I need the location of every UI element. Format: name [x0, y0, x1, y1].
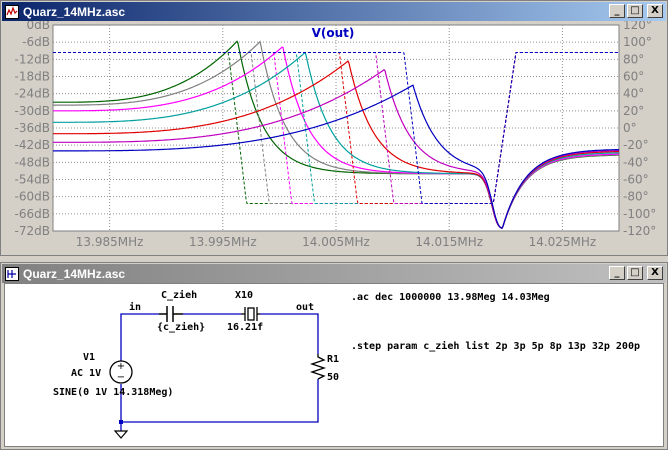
y-tick-label-right: -100° — [623, 207, 656, 221]
y-tick-label-left: -48dB — [15, 155, 50, 169]
crystal-name: X10 — [235, 290, 253, 301]
y-tick-label-left: -54dB — [15, 173, 50, 187]
x-tick-label: 13.995MHz — [189, 235, 257, 249]
y-tick-label-left: 0dB — [27, 21, 50, 32]
y-tick-label-left: -42dB — [15, 138, 50, 152]
y-tick-label-right: 100° — [623, 35, 652, 49]
y-tick-label-left: -24dB — [15, 87, 50, 101]
y-tick-label-right: 20° — [623, 104, 644, 118]
schematic-window-titlebar[interactable]: Quarz_14MHz.asc _ □ X — [2, 264, 666, 283]
net-label-in: in — [129, 301, 141, 313]
wire-in — [120, 313, 159, 361]
y-tick-label-left: -72dB — [15, 224, 50, 238]
capacitor-name: C_zieh — [161, 289, 197, 301]
svg-text:+: + — [117, 361, 125, 372]
capacitor-c-zieh[interactable] — [159, 306, 183, 322]
phase-trace[interactable] — [53, 52, 619, 204]
magnitude-trace[interactable] — [53, 84, 620, 229]
y-tick-label-left: -6dB — [22, 35, 50, 49]
plot-window: Quarz_14MHz.asc _ □ X 0dB -6dB -12dB -18dB -… — [0, 0, 668, 256]
capacitor-value: {c_zieh} — [157, 321, 205, 333]
x-tick-label: 14.025MHz — [529, 235, 597, 249]
schematic-canvas[interactable]: + − in out C_zieh {c_zieh} X10 16.21f V1… — [4, 283, 664, 447]
minimize-button[interactable]: _ — [609, 4, 625, 18]
y-tick-label-left: -18dB — [15, 70, 50, 84]
schematic-window-title: Quarz_14MHz.asc — [23, 266, 126, 281]
crystal-x10[interactable] — [241, 307, 260, 321]
x-tick-label: 14.015MHz — [415, 235, 483, 249]
maximize-button[interactable]: □ — [627, 4, 643, 18]
y-tick-label-left: -30dB — [15, 104, 50, 118]
phase-trace[interactable] — [53, 52, 619, 204]
chart-title: V(out) — [312, 26, 355, 40]
y-tick-label-right: 80° — [623, 52, 644, 66]
resistor-r1[interactable] — [309, 354, 327, 380]
bode-chart[interactable]: 0dB -6dB -12dB -18dB -24dB -30dB -36dB -42dB -48… — [5, 18, 665, 253]
waveform-icon — [5, 4, 19, 19]
waveform-plot[interactable]: 0dB -6dB -12dB -18dB -24dB -30dB -36dB -42dB -48… — [5, 18, 665, 253]
y-tick-label-left: -66dB — [15, 207, 50, 221]
y-tick-label-right: -80° — [623, 190, 649, 204]
plot-window-title: Quarz_14MHz.asc — [23, 4, 126, 19]
close-button[interactable]: X — [647, 266, 663, 280]
schematic-icon — [5, 266, 19, 281]
y-tick-label-right: -120° — [623, 224, 656, 238]
y-tick-label-right: -20° — [623, 138, 649, 152]
crystal-value: 16.21f — [227, 322, 263, 333]
plot-window-titlebar[interactable]: Quarz_14MHz.asc _ □ X — [2, 2, 666, 21]
y-tick-label-right: 0° — [623, 121, 637, 135]
minimize-button[interactable]: _ — [609, 266, 625, 280]
resistor-value: 50 — [327, 372, 339, 383]
spice-directive-ac[interactable]: .ac dec 1000000 13.98Meg 14.03Meg — [351, 292, 550, 303]
y-tick-label-left: -12dB — [15, 52, 50, 66]
source-name: V1 — [83, 352, 95, 363]
y-tick-label-right: 60° — [623, 70, 644, 84]
close-button[interactable]: X — [647, 4, 663, 18]
y-tick-label-right: 120° — [623, 21, 652, 32]
y-tick-label-right: 40° — [623, 87, 644, 101]
voltage-source-v1[interactable]: + − — [109, 360, 133, 384]
wires — [120, 313, 319, 431]
source-sine-value: SINE(0 1V 14.318Meg) — [53, 387, 173, 398]
wire-return — [120, 379, 319, 423]
ground-symbol — [113, 420, 129, 439]
y-tick-label-left: -60dB — [15, 190, 50, 204]
x-tick-label: 13.985MHz — [76, 235, 144, 249]
y-tick-label-left: -36dB — [15, 121, 50, 135]
source-ac-value: AC 1V — [71, 368, 101, 379]
x-tick-label: 14.005MHz — [302, 235, 370, 249]
y-tick-label-right: -60° — [623, 173, 649, 187]
wire-out — [260, 313, 319, 354]
y-tick-label-right: -40° — [623, 155, 649, 169]
net-label-out: out — [296, 302, 314, 313]
resistor-name: R1 — [327, 354, 339, 365]
svg-text:−: − — [117, 372, 125, 383]
spice-directive-step[interactable]: .step param c_zieh list 2p 3p 5p 8p 13p … — [351, 340, 640, 352]
maximize-button[interactable]: □ — [627, 266, 643, 280]
schematic-drawing: + − in out C_zieh {c_zieh} X10 16.21f V1… — [53, 289, 640, 439]
